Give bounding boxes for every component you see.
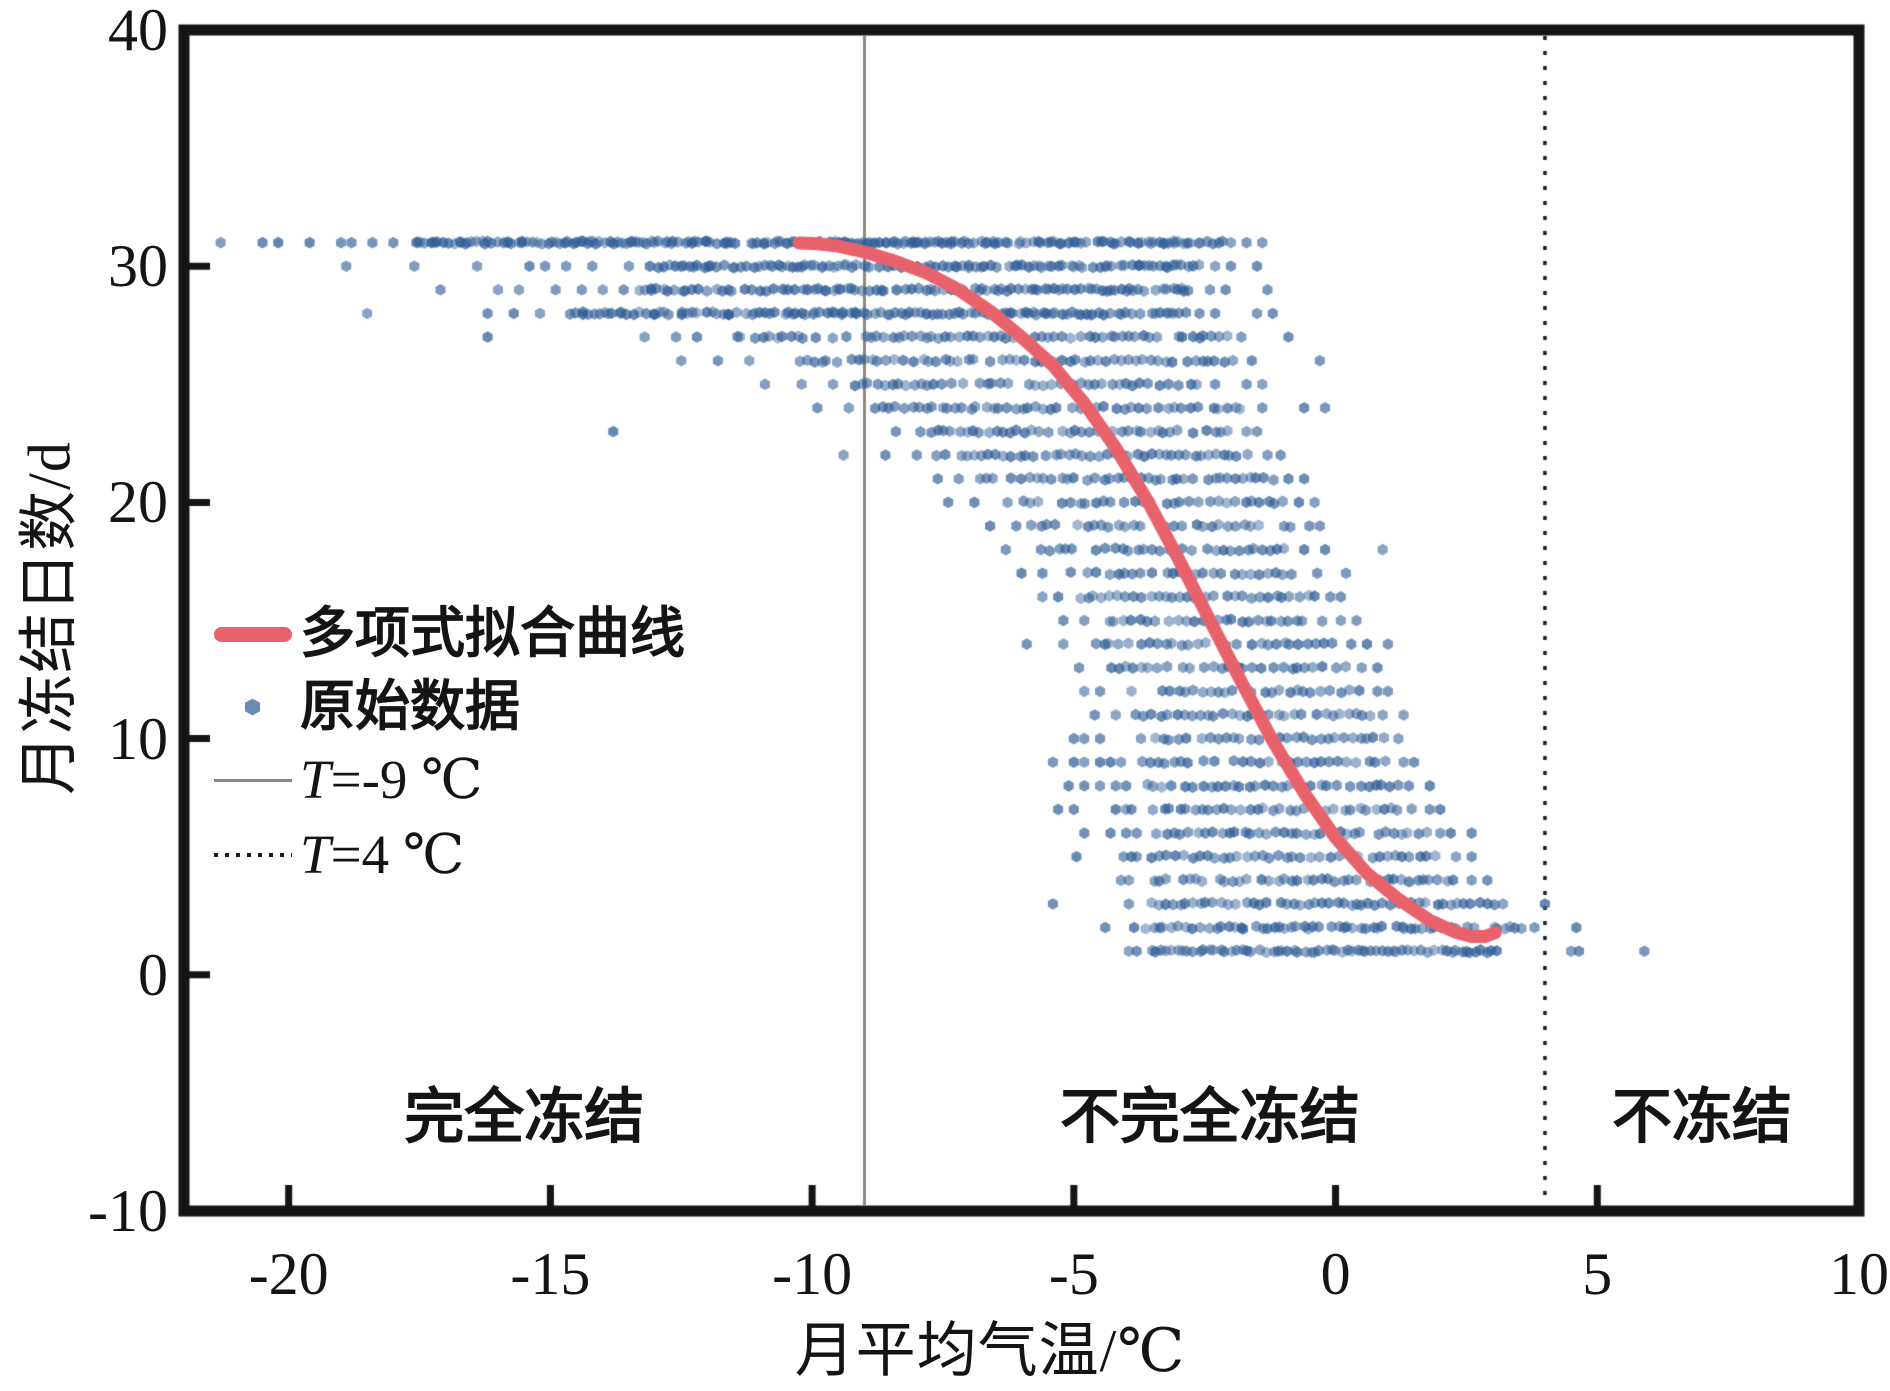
legend-item-t-minus9: T=-9 ℃ (205, 744, 483, 816)
x-tick-label: -20 (248, 1241, 329, 1307)
region-label-partially-frozen: 不完全冻结 (1059, 1084, 1360, 1151)
solid-line-icon (205, 778, 300, 782)
y-tick-label: 30 (108, 233, 168, 300)
fit-curve-line-icon (205, 626, 300, 642)
region-label-fully-frozen: 完全冻结 (404, 1084, 645, 1151)
y-tick-label: 40 (108, 0, 168, 63)
x-tick-label: -15 (510, 1241, 591, 1307)
y-tick-label: 20 (108, 469, 168, 536)
x-tick-label: 5 (1582, 1241, 1613, 1307)
y-tick-label: -10 (88, 1178, 168, 1244)
y-tick-label: 10 (108, 705, 168, 772)
y-tick-label: 0 (138, 941, 168, 1008)
x-axis-title: 月平均气温/℃ (794, 1318, 1186, 1384)
y-axis-title: 月冻结日数/d (16, 441, 83, 795)
legend-label-t-plus4: T=4 ℃ (300, 824, 465, 885)
x-tick-label: 0 (1320, 1241, 1351, 1307)
region-label-not-frozen: 不冻结 (1611, 1084, 1792, 1151)
legend-item-raw-data: 原始数据 (205, 671, 520, 743)
hexagon-marker-icon (205, 698, 300, 716)
x-tick-label: -10 (772, 1241, 853, 1307)
legend-label-raw-data: 原始数据 (300, 676, 521, 737)
legend-label-t-minus9: T=-9 ℃ (300, 749, 483, 810)
dotted-line-icon (205, 853, 300, 857)
legend-item-t-plus4: T=4 ℃ (205, 819, 464, 891)
legend-label-fit-curve: 多项式拟合曲线 (300, 603, 686, 664)
x-tick-label: -5 (1048, 1241, 1099, 1307)
legend-item-fit-curve: 多项式拟合曲线 (205, 598, 685, 670)
x-tick-label: 10 (1829, 1241, 1889, 1307)
legend: 多项式拟合曲线 原始数据 T=-9 ℃ T=4 ℃ (205, 598, 925, 898)
